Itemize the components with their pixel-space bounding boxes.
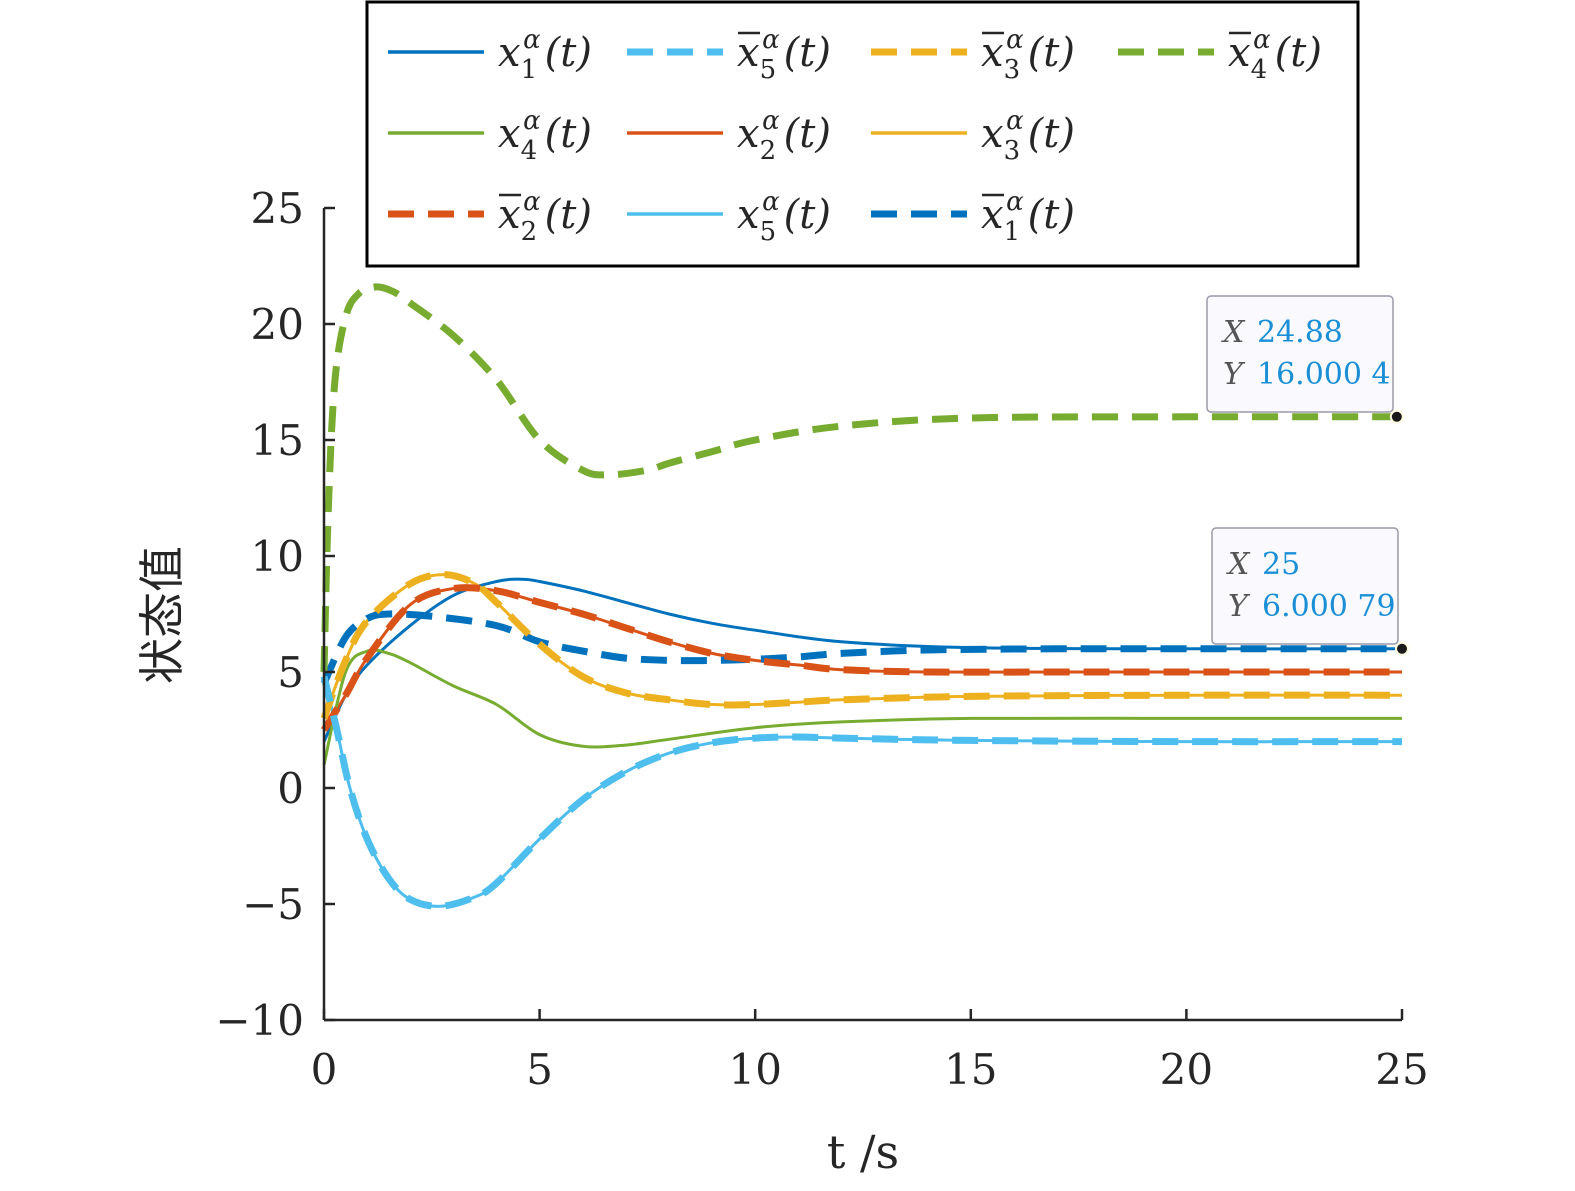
y-tick-label: −10 [215,996,304,1045]
datatip-y-key: Y [1228,589,1251,624]
legend-label: x3α (t) [981,25,1075,85]
datatip: X 24.88 Y 16.000 4 [1206,295,1404,424]
series-line-7 [321,584,1402,732]
datatip-y-value: 6.000 79 [1262,589,1396,624]
plot-lines [320,283,1403,910]
datatip-box [1206,295,1394,413]
legend-label: x2α (t) [737,106,831,166]
y-tick-label: 25 [251,184,304,233]
legend-entry: x2α (t) [388,187,592,247]
legend-entry: x1α (t) [871,187,1075,247]
legend-label: x2α (t) [498,187,592,247]
series-line-10 [320,675,1403,910]
legend-label: x4α (t) [1228,25,1322,85]
y-axis-label: 状态值 [135,546,189,684]
legend-label: x1α (t) [981,187,1075,247]
datatip-x-value: 24.88 [1257,315,1343,350]
series-line-4 [322,648,1402,766]
legend-entry: x4α (t) [1118,25,1322,85]
legend-label: x4α (t) [498,106,592,166]
series-line-8 [320,571,1403,720]
y-tick-label: 0 [277,764,304,813]
legend-label: x3α (t) [981,106,1075,166]
series-line-9 [320,283,1403,673]
x-axis-label: t /s [827,1125,899,1179]
series-line-6 [320,610,1402,686]
datatip-marker [1395,641,1409,656]
legend-label: x1α (t) [498,25,592,85]
y-tick-label: 10 [251,532,304,581]
legend-entry: x4α (t) [388,106,592,166]
legend-entry: x1α (t) [388,25,592,85]
x-tick-label: 10 [728,1045,781,1094]
x-tick-label: 20 [1160,1045,1213,1094]
datatip-y-key: Y [1223,357,1246,392]
legend-entry: x5α (t) [627,187,831,247]
legend-entry: x2α (t) [627,106,831,166]
datatip-x-key: X [1226,547,1251,582]
legend-entry: x3α (t) [871,106,1075,166]
legend-box [365,0,1360,268]
datatip-y-value: 16.000 4 [1257,357,1391,392]
legend: x1α (t) x4α (t) x2α (t) x5α (t) x2α (t) x5α (t) x3α(… [365,0,1360,268]
datatip-marker [1389,409,1404,424]
datatip-x-key: X [1221,315,1246,350]
datatip-box [1211,527,1399,645]
y-tick-label: −5 [242,880,304,929]
legend-entry: x3α (t) [871,25,1075,85]
series-line-5 [322,676,1403,908]
x-tick-label: 25 [1375,1045,1428,1094]
legend-entry: x5α (t) [627,25,831,85]
y-tick-label: 20 [251,300,304,349]
legend-label: x5α (t) [737,25,831,85]
y-tick-label: 15 [251,416,304,465]
axes: 0 5 10 15 20 25 −10 −5 0 5 10 15 20 25 [215,184,1428,1094]
x-tick-label: 15 [944,1045,997,1094]
x-tick-label: 5 [526,1045,553,1094]
y-tick-label: 5 [277,648,304,697]
datatip-x-value: 25 [1262,547,1300,582]
legend-label: x5α (t) [737,187,831,247]
x-tick-label: 0 [311,1045,338,1094]
datatip: X 25 Y 6.000 79 [1211,527,1409,656]
datatips: X 24.88 Y 16.000 4 X 25 Y 6.000 79 [1206,295,1409,656]
